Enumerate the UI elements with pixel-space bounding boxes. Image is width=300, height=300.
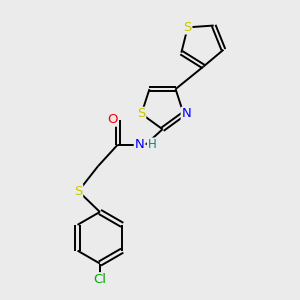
Text: S: S <box>137 107 146 120</box>
Text: S: S <box>74 185 82 198</box>
Text: Cl: Cl <box>93 273 106 286</box>
Text: N: N <box>134 138 144 151</box>
Text: O: O <box>107 113 118 126</box>
Text: N: N <box>181 107 191 120</box>
Text: S: S <box>184 21 192 34</box>
Text: H: H <box>147 138 156 151</box>
